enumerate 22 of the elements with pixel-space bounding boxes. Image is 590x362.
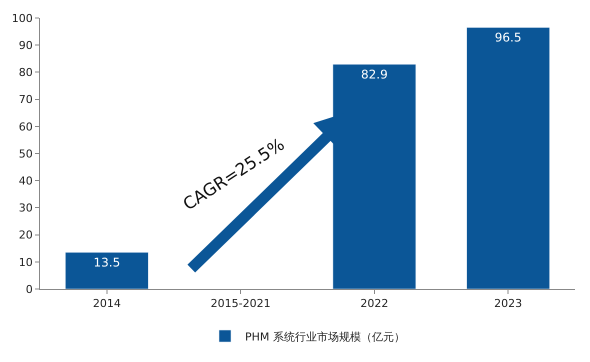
y-tick-label: 90: [18, 38, 33, 52]
bar: [466, 27, 550, 289]
legend-label: PHM 系统行业市场规模（亿元）: [245, 330, 405, 344]
bar: [65, 252, 149, 289]
y-tick-label: 50: [18, 147, 33, 160]
y-tick-label: 0: [26, 282, 33, 296]
y-tick-label: 40: [18, 174, 33, 188]
x-tick-label: 2015-2021: [210, 297, 271, 310]
y-tick-label: 70: [18, 93, 33, 106]
bar: [332, 64, 416, 289]
data-label: 82.9: [361, 67, 388, 82]
x-tick-label: 2014: [92, 297, 121, 310]
y-tick-label: 30: [18, 202, 33, 215]
y-tick-label: 10: [18, 256, 33, 269]
data-label: 13.5: [94, 255, 120, 270]
data-label: 96.5: [494, 30, 522, 44]
x-tick-label: 2022: [360, 297, 388, 310]
x-tick-label: 2023: [494, 297, 522, 310]
y-tick-label: 80: [18, 66, 33, 80]
y-tick-label: 60: [18, 120, 33, 134]
y-tick-label: 100: [12, 12, 33, 25]
y-tick-label: 20: [18, 228, 33, 242]
